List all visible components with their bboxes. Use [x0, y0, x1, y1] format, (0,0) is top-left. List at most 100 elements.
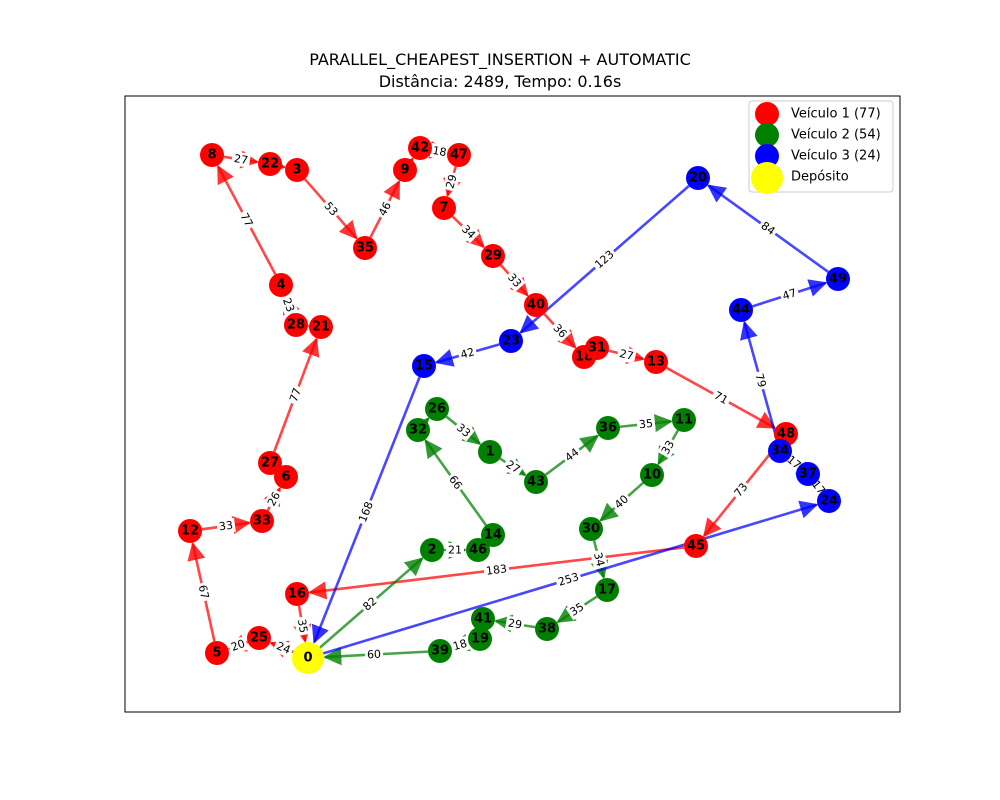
node-label: 44 — [732, 303, 750, 318]
edge-label-background — [358, 592, 382, 616]
edge-label: 67 — [196, 584, 212, 600]
edge-label: 27 — [618, 347, 635, 363]
node-4 — [269, 273, 293, 297]
legend-box — [748, 100, 894, 193]
edge-label-background — [319, 197, 343, 221]
edge-label-group: 60 — [364, 647, 384, 662]
node-9 — [393, 158, 417, 182]
edge-label-group: 47 — [778, 285, 801, 304]
node-label: 37 — [799, 467, 817, 482]
edge-label-group: 33 — [452, 419, 475, 442]
edge-label-group: 18 — [429, 143, 450, 160]
node-label: 13 — [647, 355, 665, 370]
node-24 — [817, 489, 841, 513]
edge-label: 71 — [712, 389, 731, 407]
edge-label-background — [457, 220, 480, 244]
edge-label: 29 — [507, 616, 523, 631]
edge-label-group: 23 — [278, 294, 299, 316]
node-40 — [524, 293, 548, 317]
edge-label-background — [657, 436, 679, 459]
edge-label-group: 18 — [449, 635, 471, 655]
edge-label-background — [231, 151, 251, 168]
node-23 — [499, 329, 523, 353]
node-32 — [406, 418, 430, 442]
node-34 — [768, 439, 792, 463]
node-label: 15 — [415, 359, 433, 374]
edge-label-group: 168 — [354, 497, 378, 527]
node-label: 3 — [292, 163, 301, 178]
edge-label-group: 33 — [503, 269, 526, 292]
node-label: 34 — [771, 444, 789, 459]
node-label: 28 — [287, 318, 305, 333]
edge-label: 20 — [229, 637, 247, 654]
edge-label-background — [444, 471, 467, 494]
edge-label: 253 — [557, 570, 581, 589]
node-7 — [432, 196, 456, 220]
legend: Veículo 1 (77) Veículo 2 (54) Veículo 3 (2… — [748, 100, 894, 194]
node-label: 8 — [207, 148, 216, 163]
node-2 — [420, 538, 444, 562]
node-17 — [595, 578, 619, 602]
edge-label: 35 — [568, 600, 587, 619]
node-label: 4 — [276, 278, 285, 293]
plot-area-frame — [124, 95, 901, 713]
edge-label-group: 66 — [444, 471, 467, 494]
edge-label-background — [456, 344, 479, 363]
node-label: 25 — [250, 631, 268, 646]
edge-label-background — [446, 543, 464, 557]
node-label: 40 — [527, 298, 545, 313]
edge-label-group: 183 — [483, 561, 510, 579]
edge-label: 24 — [275, 639, 293, 656]
edge-label-group: 35 — [294, 615, 311, 637]
node-46 — [466, 538, 490, 562]
node-44 — [729, 298, 753, 322]
edge-label-background — [565, 598, 589, 621]
node-label: 32 — [409, 423, 427, 438]
node-38 — [535, 617, 559, 641]
node-43 — [524, 470, 548, 494]
legend-label: Veículo 3 (24) — [791, 149, 881, 164]
edge-label-group: 29 — [505, 615, 525, 633]
edge-label-group: 77 — [236, 208, 257, 232]
chart-title: PARALLEL_CHEAPEST_INSERTION + AUTOMATIC — [309, 50, 691, 69]
node-28 — [284, 313, 308, 337]
node-label: 12 — [181, 524, 199, 539]
node-12 — [178, 519, 202, 543]
node-3 — [285, 158, 309, 182]
edge-label-background — [263, 487, 285, 511]
node-label: 1 — [485, 445, 494, 460]
edge-label: 60 — [367, 648, 382, 662]
edge-label: 18 — [431, 144, 447, 159]
node-label: 19 — [471, 632, 489, 647]
edge-label-background — [616, 346, 637, 364]
node-label: 48 — [777, 427, 795, 442]
edge-label-background — [452, 419, 475, 442]
edge-label: 29 — [443, 173, 459, 190]
node-35 — [353, 236, 377, 260]
node-label: 5 — [212, 646, 221, 661]
node-14 — [481, 523, 505, 547]
node-label: 17 — [598, 583, 616, 598]
node-label: 45 — [687, 539, 705, 554]
edge-label-group: 77 — [285, 384, 306, 406]
node-8 — [200, 143, 224, 167]
edge-label-group: 71 — [709, 387, 733, 409]
node-11 — [672, 408, 696, 432]
edge-label-group: 67 — [194, 581, 213, 603]
node-37 — [796, 462, 820, 486]
edge-label: 168 — [356, 500, 376, 524]
edge-label-group: 27 — [501, 456, 525, 478]
edge-label-group: 46 — [374, 197, 396, 221]
node-16 — [285, 582, 309, 606]
edge-label-background — [590, 246, 619, 273]
edge-label-group: 73 — [729, 478, 753, 502]
node-27 — [258, 451, 282, 475]
node-39 — [428, 639, 452, 663]
node-26 — [425, 397, 449, 421]
node-label: 31 — [588, 341, 606, 356]
node-label: 33 — [253, 514, 271, 529]
edge-label: 21 — [448, 544, 462, 557]
node-49 — [826, 267, 850, 291]
node-label: 23 — [502, 334, 520, 349]
